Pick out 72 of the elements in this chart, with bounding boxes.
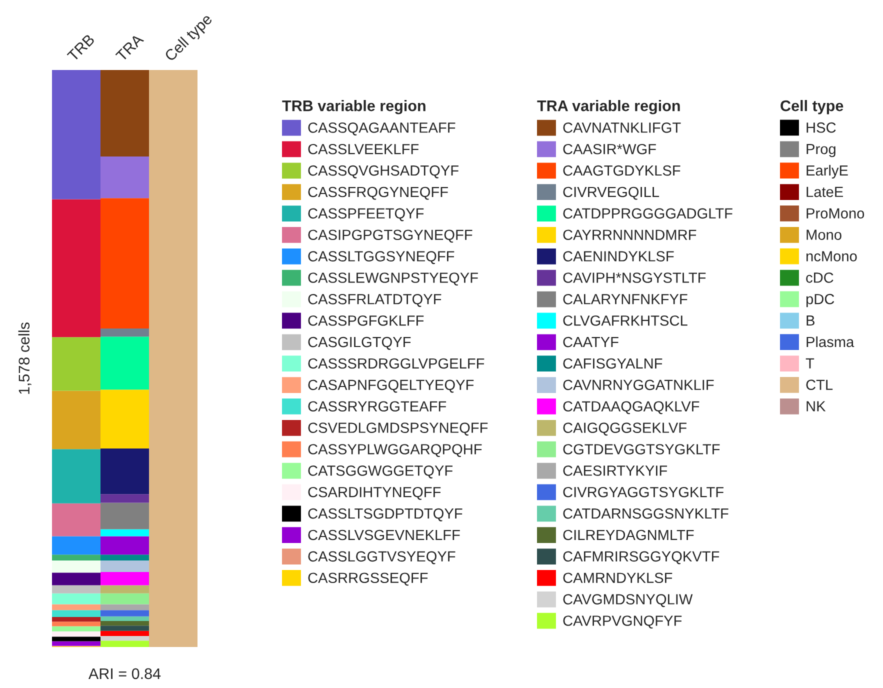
bar [100, 529, 149, 536]
legend-label: CASGILGTQYF [308, 336, 411, 350]
legend-label: CAVIPH*NSGYSTLTF [563, 272, 706, 283]
legend-label: CASSLEWGNPSTYEQYF [308, 272, 478, 286]
legend-title: TRB variable region [282, 100, 426, 114]
legend-label: LateE [806, 186, 844, 198]
legend-label: CASSQAGAANTEAFF [308, 122, 456, 136]
legend-label: ncMono [806, 251, 857, 262]
legend-label: CASIPGPGTSGYNEQFF [308, 230, 472, 243]
legend-label: CIVRGYAGGTSYGKLTF [563, 486, 724, 498]
legend-label: CATSGGWGGETQYF [308, 466, 453, 478]
legend-label: CASSRYRGGTEAFF [308, 401, 446, 412]
legend-label: CSARDIHTYNEQFF [308, 486, 441, 500]
legend-title: TRA variable region [537, 100, 680, 114]
legend-label: CAVNATNKLIFGT [563, 122, 681, 133]
legend-label: CASSLGGTVSYEQYF [308, 551, 456, 564]
legend-label: CASSPFEETQYF [308, 208, 424, 222]
legend-label: CASAPNFGQELTYEQYF [308, 380, 474, 393]
legend-label: CAVRPVGNQFYF [563, 616, 682, 628]
legend-label: CASSLVEEKLFF [308, 144, 419, 154]
legend-label: CTL [806, 380, 833, 390]
legend-label: CASSYPLWGGARQPQHF [308, 444, 482, 457]
legend-label: CAMRNDYKLSF [563, 572, 672, 584]
y-axis-title: 1,578 cells [18, 322, 32, 394]
legend-label: cDC [806, 272, 834, 283]
legend-label: CASSPGFGKLFF [308, 315, 424, 326]
legend-label: CAASIR*WGF [563, 144, 656, 154]
legend-label: CASRRGSSEQFF [308, 572, 428, 586]
legend-label: CASSFRLATDTQYF [308, 294, 442, 307]
legend-label: CALARYNFNKFYF [563, 294, 688, 304]
bar [100, 328, 149, 337]
legend-title: Cell type [780, 100, 844, 114]
legend-label: CASSQVGHSADTQYF [308, 165, 458, 178]
legend-label: CSVEDLGMDSPSYNEQFF [308, 422, 488, 436]
legend-label: CIVRVEGQILL [563, 186, 660, 200]
legend-label: CATDPPRGGGGADGLTF [563, 208, 732, 219]
legend-label: T [806, 358, 814, 368]
x-tick-label: TRA [115, 33, 144, 62]
legend-label: CASSLTGGSYNEQFF [308, 251, 454, 264]
legend-label: CAIGQGGSEKLVF [563, 422, 686, 436]
legend-label: EarlyE [806, 164, 848, 179]
legend-label: CASSLVSGEVNEKLFF [308, 530, 460, 540]
legend-label: CAVGMDSNYQLIW [563, 594, 693, 608]
legend-label: CASSFRQGYNEQFF [308, 186, 448, 200]
legend-label: Prog [806, 144, 836, 158]
legend-label: HSC [806, 122, 836, 133]
legend-label: CLVGAFRKHTSCL [563, 315, 688, 326]
legend-label: CAYRRNNNNDMRF [563, 230, 696, 240]
legend-label: CASSSRDRGGLVPGELFF [308, 358, 484, 369]
legend-label: CAVNRNYGGATNKLIF [563, 380, 714, 390]
x-tick-label: Cell type [164, 12, 215, 64]
legend-label: pDC [806, 294, 834, 308]
legend-label: ProMono [806, 208, 864, 219]
legend-label: CATDARNSGGSNYKLTF [563, 508, 728, 519]
legend-label: CAAGTGDYKLSF [563, 165, 680, 176]
legend-label: B [806, 316, 814, 326]
text: ARI = 0.84 [88, 668, 161, 680]
legend-label: NK [806, 401, 826, 412]
legend-label: CAATYF [563, 336, 618, 348]
bar [100, 156, 149, 198]
legend-label: CILREYDAGNMLTF [563, 530, 694, 540]
legend-label: CATDAAQGAQKLVF [563, 401, 700, 414]
legend-label: Mono [806, 230, 842, 240]
legend-label: CAFISGYALNF [563, 358, 662, 369]
legend-label: CAENINDYKLSF [563, 251, 674, 262]
legend-label: CGTDEVGGTSYGKLTF [563, 444, 720, 454]
bar [100, 494, 149, 503]
x-tick-label: TRB [66, 34, 96, 62]
legend-label: CAESIRTYKYIF [563, 466, 668, 476]
legend-label: CASSLTSGDPTDTQYF [308, 508, 462, 522]
legend-label: CAFMRIRSGGYQKVTF [563, 551, 720, 564]
legend-label: Plasma [806, 336, 854, 348]
